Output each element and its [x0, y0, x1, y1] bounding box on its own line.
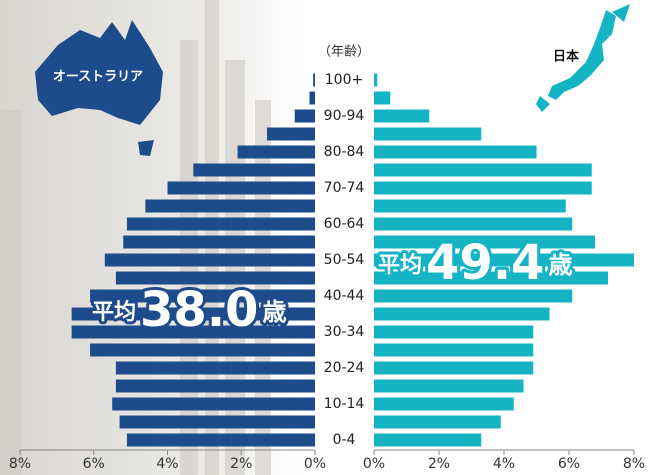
bar [374, 344, 533, 357]
x-tick-label: 2% [230, 456, 252, 472]
bar [127, 218, 315, 231]
bar [374, 92, 390, 105]
bar [374, 164, 592, 177]
bar [123, 236, 315, 249]
bar [112, 398, 315, 411]
chart: オーストラリア 日本 （年齢） 0-4 10-14 20-24 30-34 40-44 5… [0, 0, 649, 475]
bar [120, 416, 315, 429]
bar [127, 434, 315, 447]
x-tick-label: 8% [623, 456, 645, 472]
x-tick-label: 0% [304, 456, 326, 472]
x-tick-label: 8% [9, 456, 31, 472]
bar [374, 362, 533, 375]
x-tick-label: 4% [493, 456, 515, 472]
bar [116, 362, 315, 375]
y-tick-label: 70-74 [324, 180, 365, 196]
mean-value: 38.0 [140, 282, 258, 338]
y-tick-label: 80-84 [324, 144, 365, 160]
bar [374, 146, 537, 159]
y-tick-label: 30-34 [324, 324, 365, 340]
japan-label: 日本 [553, 49, 579, 65]
bar [90, 344, 315, 357]
x-tick-label: 6% [83, 456, 105, 472]
bar [105, 254, 315, 267]
x-tick-label: 0% [363, 456, 385, 472]
mean-unit: 歳 [548, 251, 572, 279]
bar [374, 218, 572, 231]
bar [374, 182, 592, 195]
y-tick-label: 60-64 [324, 216, 365, 232]
bar [374, 110, 429, 123]
x-tick-label: 4% [156, 456, 178, 472]
bar [374, 398, 514, 411]
y-tick-label: 100+ [325, 72, 363, 88]
mean-label: 平均 [92, 299, 136, 325]
mean-unit: 歳 [262, 298, 286, 326]
y-tick-label: 10-14 [324, 396, 365, 412]
bar [374, 128, 481, 141]
bar [309, 92, 315, 105]
y-tick-label: 40-44 [324, 288, 365, 304]
bar [145, 200, 315, 213]
bar [374, 200, 566, 213]
bar [295, 110, 315, 123]
y-tick-label: 90-94 [324, 108, 365, 124]
bar [374, 434, 481, 447]
y-tick-label: 50-54 [324, 252, 365, 268]
bar [267, 128, 315, 141]
mean-value: 49.4 [426, 235, 544, 291]
bar [374, 416, 501, 429]
mean-label: 平均 [378, 252, 422, 278]
bar [374, 380, 524, 393]
bar [374, 290, 572, 303]
bar [193, 164, 315, 177]
bar [374, 74, 377, 87]
bar [238, 146, 315, 159]
x-tick-label: 2% [428, 456, 450, 472]
bar [168, 182, 316, 195]
bar [313, 74, 315, 87]
bar [374, 326, 533, 339]
bar [116, 380, 315, 393]
x-tick-label: 6% [558, 456, 580, 472]
australia-label: オーストラリア [53, 70, 143, 85]
y-tick-label: 0-4 [333, 432, 356, 448]
y-axis-title: （年齢） [318, 45, 370, 60]
y-tick-label: 20-24 [324, 360, 365, 376]
bar [374, 308, 550, 321]
